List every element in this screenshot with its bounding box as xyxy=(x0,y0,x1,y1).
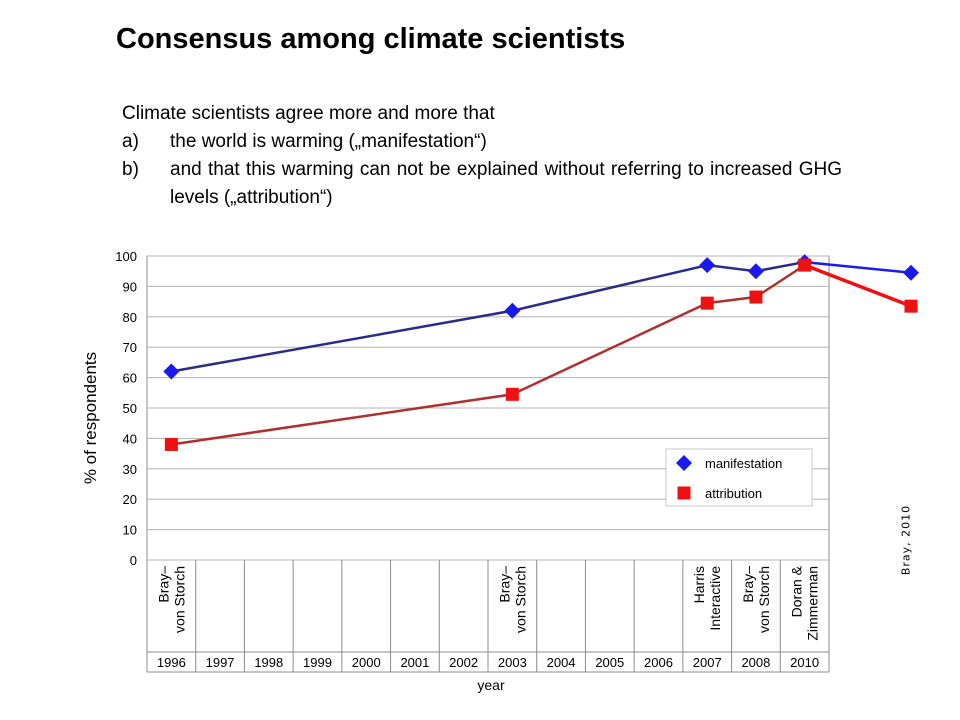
marker-manifestation-2003 xyxy=(504,302,521,319)
survey-label-line: Bray– xyxy=(740,566,756,603)
marker-manifestation-extension xyxy=(903,264,919,281)
x-tick-label-2002: 2002 xyxy=(449,655,478,670)
y-tick-label-60: 60 xyxy=(123,371,137,386)
survey-label-line: Bray– xyxy=(155,566,171,603)
intro-block: Climate scientists agree more and more t… xyxy=(122,100,842,212)
y-tick-label-80: 80 xyxy=(123,310,137,325)
point-a-marker: a) xyxy=(122,131,139,152)
extension-line-attribution xyxy=(804,263,912,308)
slide-title: Consensus among climate scientists xyxy=(116,23,626,55)
survey-label-2010: Doran & Zimmerman xyxy=(789,565,821,640)
marker-manifestation-2007 xyxy=(699,257,716,274)
y-tick-label-0: 0 xyxy=(130,553,137,568)
marker-manifestation-1996 xyxy=(163,363,180,380)
x-tick-label-2005: 2005 xyxy=(595,655,624,670)
survey-label-line: Interactive xyxy=(707,566,723,631)
y-tick-label-90: 90 xyxy=(123,279,137,294)
y-tick-label-10: 10 xyxy=(123,523,137,538)
x-tick-label-2007: 2007 xyxy=(693,655,722,670)
x-tick-label-2006: 2006 xyxy=(644,655,673,670)
legend-marker-attribution xyxy=(677,486,691,500)
x-tick-label-2004: 2004 xyxy=(547,655,576,670)
x-tick-label-2010: 2010 xyxy=(790,655,819,670)
y-tick-label-100: 100 xyxy=(115,249,137,264)
point-a: a) the world is warming („manifestation“… xyxy=(122,128,842,156)
y-tick-label-70: 70 xyxy=(123,340,137,355)
y-tick-label-40: 40 xyxy=(123,431,137,446)
survey-label-line: Harris xyxy=(691,566,707,603)
point-b-marker: b) xyxy=(122,159,139,180)
survey-label-line: von Storch xyxy=(512,566,528,633)
marker-attribution-extension xyxy=(904,299,918,313)
survey-label-line: von Storch xyxy=(171,566,187,633)
marker-attribution-2007 xyxy=(700,296,714,310)
survey-label-1996: Bray– von Storch xyxy=(155,566,187,633)
survey-label-line: Doran & xyxy=(789,565,805,617)
points-list: a) the world is warming („manifestation“… xyxy=(122,128,842,212)
legend-marker-manifestation xyxy=(676,455,692,471)
survey-label-line: Bray– xyxy=(496,566,512,603)
marker-attribution-2010 xyxy=(798,258,812,272)
legend-label-manifestation: manifestation xyxy=(705,456,782,471)
survey-label-line: von Storch xyxy=(756,566,772,633)
y-axis-title: % of respondents xyxy=(81,352,100,484)
extension-line-manifestation xyxy=(804,260,912,274)
y-tick-label-50: 50 xyxy=(123,401,137,416)
x-tick-label-2008: 2008 xyxy=(741,655,770,670)
survey-label-line: Zimmerman xyxy=(805,566,821,641)
x-tick-label-2003: 2003 xyxy=(498,655,527,670)
source-credit: Bray, 2010 xyxy=(899,504,913,576)
point-b-text: and that this warming can not be explain… xyxy=(170,159,842,208)
x-tick-label-1998: 1998 xyxy=(254,655,283,670)
y-tick-label-20: 20 xyxy=(123,492,137,507)
x-tick-label-1999: 1999 xyxy=(303,655,332,670)
marker-attribution-1996 xyxy=(164,437,178,451)
x-tick-label-1997: 1997 xyxy=(206,655,235,670)
point-b: b) and that this warming can not be expl… xyxy=(122,156,842,212)
marker-manifestation-2008 xyxy=(747,263,764,280)
intro-text: Climate scientists agree more and more t… xyxy=(122,103,495,124)
marker-attribution-2008 xyxy=(749,290,763,304)
y-tick-label-30: 30 xyxy=(123,462,137,477)
x-tick-label-2000: 2000 xyxy=(352,655,381,670)
point-a-text: the world is warming („manifestation“) xyxy=(170,131,487,152)
x-tick-label-1996: 1996 xyxy=(157,655,186,670)
x-axis-title: year xyxy=(477,677,505,693)
survey-label-2003: Bray– von Storch xyxy=(496,566,528,633)
survey-label-2007: Harris Interactive xyxy=(691,566,723,631)
x-tick-label-2001: 2001 xyxy=(400,655,429,670)
legend-label-attribution: attribution xyxy=(705,486,762,501)
survey-label-2008: Bray– von Storch xyxy=(740,566,772,633)
marker-attribution-2003 xyxy=(505,387,519,401)
